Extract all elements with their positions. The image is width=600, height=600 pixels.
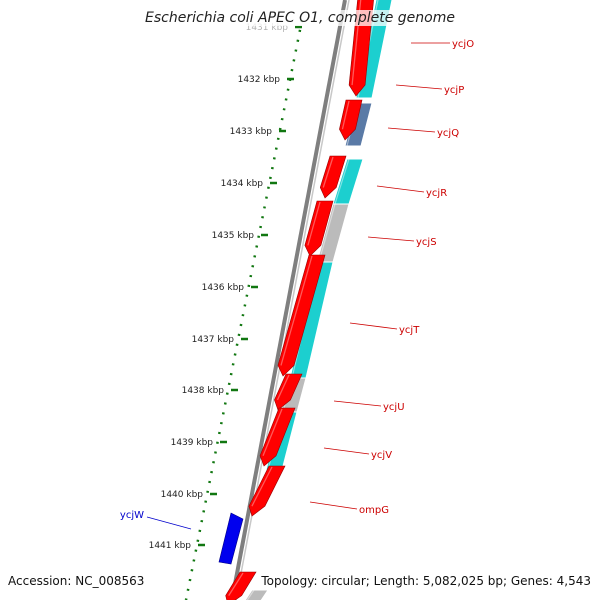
- gene-label-line: [395, 84, 443, 90]
- forward-gene-arrow: [339, 99, 363, 141]
- gene-label: ycjP: [444, 85, 464, 96]
- ruler-tick-label: 1431 kbp: [246, 23, 289, 33]
- gene-label: ycjT: [399, 325, 420, 336]
- cds-segment-shine: [318, 203, 336, 263]
- gene-label: ycjR: [426, 188, 447, 199]
- forward-gene-arrow-shine: [307, 201, 321, 246]
- ruler-tick-label: 1437 kbp: [192, 335, 235, 345]
- cds-segment-shine: [334, 158, 350, 205]
- forward-gene-arrow: [274, 373, 303, 411]
- ruler-tick-label: 1441 kbp: [149, 541, 192, 551]
- forward-gene-arrow: [259, 407, 296, 467]
- cds-segment-shine: [246, 589, 255, 600]
- gene-label-line: [323, 447, 370, 455]
- genome-summary: Topology: circular; Length: 5,082,025 bp…: [261, 574, 591, 588]
- gene-label: ycjQ: [437, 128, 459, 139]
- cds-segment: [244, 589, 269, 600]
- ruler-tick-label: 1434 kbp: [221, 179, 264, 189]
- forward-gene-arrow-shine: [251, 466, 273, 507]
- forward-gene-arrow: [277, 254, 326, 377]
- forward-gene-arrow: [225, 571, 257, 600]
- forward-gene-arrow-shine: [322, 156, 334, 188]
- forward-gene-arrow-shine: [341, 100, 350, 130]
- forward-gene-arrow-shine: [228, 572, 244, 596]
- ruler-tick-label: 1438 kbp: [182, 386, 225, 396]
- forward-gene-arrow: [248, 465, 286, 517]
- gene-label-line: [349, 322, 398, 330]
- ruler-tick-label: 1435 kbp: [212, 231, 255, 241]
- forward-gene-arrow-shine: [262, 408, 283, 457]
- gene-labels: ycjO ycjP ycjQ ycjR ycjS ycjT ycjU ycjV ompG ycjW: [120, 39, 474, 530]
- gene-label: ycjU: [383, 402, 405, 413]
- ruler-tick-label: 1433 kbp: [230, 127, 273, 137]
- gene-label: ompG: [359, 505, 389, 516]
- ruler-tick-label: 1439 kbp: [171, 438, 214, 448]
- gene-label-line: [146, 516, 192, 530]
- gene-label-line: [367, 236, 415, 242]
- map-title: Escherichia coli APEC O1, complete genom…: [0, 10, 600, 26]
- gene-label: ycjS: [416, 237, 437, 248]
- gene-label-line: [333, 400, 382, 407]
- gene-label-line: [387, 127, 436, 133]
- gene-label: ycjV: [371, 450, 392, 461]
- ruler-tick-label: 1436 kbp: [202, 283, 245, 293]
- reverse-gene-arrow: [218, 512, 244, 565]
- ruler-tick-label: 1432 kbp: [238, 75, 281, 85]
- gene-label-line: [376, 185, 425, 193]
- forward-gene-arrow-shine: [276, 374, 290, 401]
- gene-label: ycjW: [120, 510, 144, 521]
- ruler-tick-label: 1440 kbp: [161, 490, 204, 500]
- kbp-ruler: 1431 kbp 1432 kbp 1433 kbp 1434 kbp 1435 kbp…: [149, 19, 304, 600]
- forward-gene-arrow: [304, 200, 334, 257]
- accession-text: Accession: NC_008563: [8, 574, 145, 588]
- gene-label-line: [309, 501, 358, 510]
- forward-gene-arrow: [319, 155, 347, 199]
- forward-gene-arrow-shine: [280, 255, 313, 366]
- genome-backbone: [230, 0, 350, 600]
- gene-track: [218, 0, 374, 600]
- gene-label: ycjO: [452, 39, 474, 50]
